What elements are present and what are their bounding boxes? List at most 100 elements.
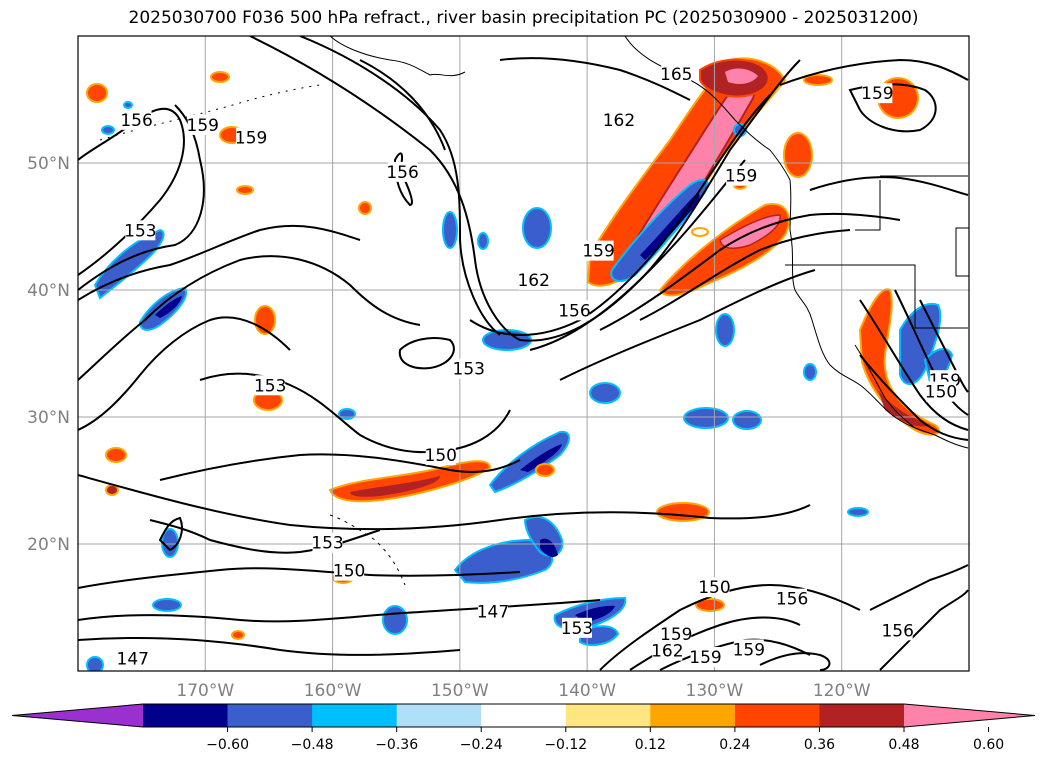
precip-fill-blob	[695, 598, 725, 612]
contour-line	[499, 57, 691, 101]
contour-line	[78, 316, 291, 431]
coastline-alaska	[329, 36, 466, 77]
contour-label: 162	[651, 642, 683, 662]
precipitation-fill-layer	[86, 57, 954, 671]
contour-label-bg	[561, 617, 592, 638]
precip-fill-central-neg	[488, 430, 570, 494]
precip-fill-blob	[783, 132, 813, 178]
contour-line	[159, 453, 521, 481]
contour-line	[78, 224, 361, 301]
contour-label: 162	[603, 111, 635, 131]
contour-label-bg	[862, 83, 893, 104]
contour-label: 156	[120, 111, 152, 131]
contour-label: 153	[561, 619, 593, 639]
precip-fill-blob	[442, 211, 458, 249]
contour-label-bg	[255, 375, 286, 396]
lon-label: 120°W	[813, 681, 871, 701]
precip-fill-central-neg-core	[520, 444, 562, 472]
contour-label-bg	[690, 647, 721, 668]
lat-label: 40°N	[27, 281, 70, 301]
contour-line	[78, 599, 601, 623]
precip-fill-blob	[732, 410, 762, 430]
lon-label: 140°W	[558, 681, 616, 701]
contour-label: 153	[311, 534, 343, 554]
border-state-2	[855, 180, 881, 231]
map-frame	[77, 35, 970, 672]
refractivity-contours	[78, 36, 969, 671]
contour-label-bg	[777, 588, 808, 609]
contour-label-bg	[661, 64, 692, 85]
contour-line	[78, 637, 461, 656]
contour-label-bg	[603, 109, 634, 130]
contour-label: 159	[187, 116, 219, 136]
contour-line	[859, 354, 969, 441]
contour-line	[78, 107, 185, 276]
contour-label-bg	[453, 358, 484, 379]
colorbar-tick-label: −0.24	[460, 737, 503, 753]
contour-line	[879, 589, 969, 671]
contour-label: 156	[386, 163, 418, 183]
precip-fill-west-neg2-core	[155, 296, 182, 318]
contour-line	[149, 519, 381, 554]
precip-fill-blob	[152, 598, 182, 612]
contour-line	[869, 564, 969, 611]
colorbar-segment	[227, 704, 313, 727]
colorbar-segment	[312, 704, 398, 727]
precip-fill-blob	[535, 463, 555, 477]
contour-line	[78, 255, 421, 381]
coastlines	[99, 36, 969, 586]
contour-label: 162	[517, 271, 549, 291]
contour-label-bg	[726, 165, 757, 186]
lon-label: 130°W	[686, 681, 744, 701]
contour-labels: 159 156 159 156 153 153 153 150 153 150 147 147 165 1…	[117, 64, 961, 669]
contour-label: 159	[861, 84, 893, 104]
precip-fill-blob	[101, 125, 115, 135]
precip-fill-blob	[715, 313, 735, 347]
contour-label: 159	[582, 242, 614, 262]
precip-fill-neg-ar-core	[640, 192, 700, 260]
precip-fill-blob	[382, 605, 408, 635]
lon-label: 160°W	[304, 681, 362, 701]
precip-fill-blob	[210, 71, 230, 83]
contour-label: 156	[776, 590, 808, 610]
contour-line	[158, 516, 183, 552]
contour-label: 159	[660, 625, 692, 645]
contour-label-bg	[925, 381, 956, 402]
lon-label: 150°W	[431, 681, 489, 701]
precip-fill-blob	[847, 507, 869, 517]
precip-fill-blob	[123, 101, 133, 109]
contour-label: 153	[453, 360, 485, 380]
contour-label: 150	[925, 383, 957, 403]
colorbar-tick-label: 0.48	[888, 737, 919, 753]
contour-line	[469, 94, 771, 336]
colorbar-outline	[11, 703, 1036, 728]
precip-fill-ar-pink	[725, 68, 758, 84]
border-us-states	[785, 264, 968, 329]
colorbar-tick-label: −0.36	[375, 737, 418, 753]
contour-label-bg	[477, 601, 508, 622]
colorbar-extend-low	[12, 704, 143, 727]
contour-label: 159	[235, 129, 267, 149]
contour-line	[393, 152, 413, 207]
colorbar-tick-label: −0.48	[291, 737, 334, 753]
colorbar-segment	[650, 704, 736, 727]
contour-label-bg	[117, 648, 148, 669]
contour-label-bg	[518, 269, 549, 290]
contour-label: 159	[733, 640, 765, 660]
contour-label: 147	[477, 602, 509, 622]
colorbar-tick-label: 0.24	[719, 737, 750, 753]
colorbar-tick-label: 0.60	[973, 737, 1004, 753]
contour-label: 150	[425, 446, 457, 466]
contour-line	[249, 36, 801, 342]
precip-fill-blob	[522, 207, 552, 249]
precip-fill-blob	[477, 232, 489, 250]
colorbar-tick-label: −0.60	[206, 737, 249, 753]
contour-label-bg	[312, 532, 343, 553]
contour-line	[359, 59, 446, 151]
contour-label: 150	[333, 562, 365, 582]
precip-fill-blob	[86, 83, 108, 103]
precip-fill-blob	[656, 502, 710, 522]
contour-line	[78, 567, 521, 589]
contour-line	[559, 269, 816, 381]
precip-fill-blob	[683, 407, 729, 429]
